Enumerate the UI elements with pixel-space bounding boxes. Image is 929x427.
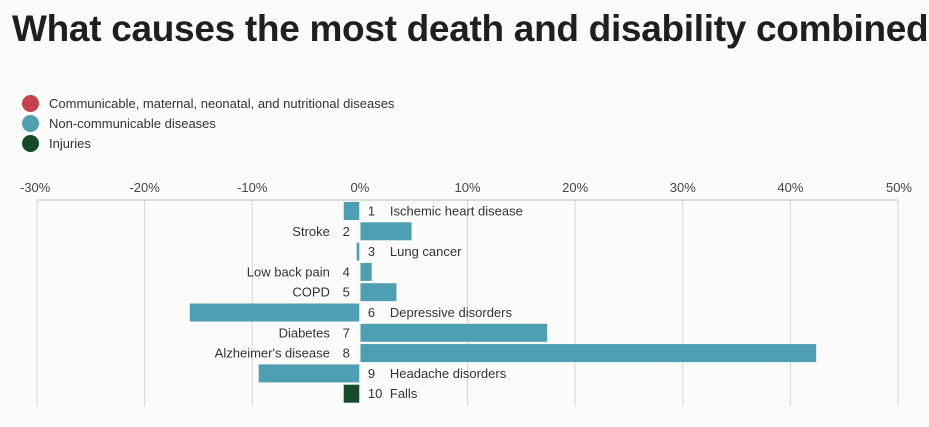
category-label: Diabetes bbox=[279, 325, 331, 340]
bar bbox=[258, 364, 360, 383]
chart-title: What causes the most death and disabilit… bbox=[12, 8, 929, 49]
legend-label-non-communicable: Non-communicable diseases bbox=[49, 115, 216, 131]
bar bbox=[359, 344, 817, 363]
rank-label: 7 bbox=[343, 325, 350, 340]
x-tick-label: -10% bbox=[237, 180, 268, 195]
legend: Communicable, maternal, neonatal, and nu… bbox=[22, 93, 394, 153]
rank-label: 1 bbox=[368, 204, 375, 219]
x-tick-label: 0% bbox=[350, 180, 369, 195]
category-label: Headache disorders bbox=[390, 366, 507, 381]
rank-label: 6 bbox=[368, 305, 375, 320]
category-label: Alzheimer's disease bbox=[215, 346, 330, 361]
bar bbox=[356, 242, 360, 261]
legend-label-communicable: Communicable, maternal, neonatal, and nu… bbox=[49, 95, 395, 111]
x-tick-label: 30% bbox=[670, 180, 696, 195]
category-label: COPD bbox=[292, 285, 330, 300]
category-label: Ischemic heart disease bbox=[390, 204, 523, 219]
bar bbox=[359, 262, 372, 281]
rank-label: 10 bbox=[368, 386, 382, 401]
x-tick-label: -20% bbox=[129, 180, 160, 195]
legend-swatch-injuries bbox=[22, 134, 39, 152]
legend-swatch-non-communicable bbox=[22, 114, 39, 132]
x-tick-label: 40% bbox=[777, 180, 803, 195]
legend-item-injuries[interactable]: Injuries bbox=[22, 133, 394, 153]
category-label: Low back pain bbox=[247, 264, 330, 279]
bar bbox=[343, 384, 360, 403]
category-label: Lung cancer bbox=[390, 244, 462, 259]
x-tick-label: 10% bbox=[454, 180, 480, 195]
legend-item-communicable[interactable]: Communicable, maternal, neonatal, and nu… bbox=[22, 93, 394, 113]
bar bbox=[343, 202, 360, 220]
x-tick-label: 50% bbox=[886, 180, 912, 195]
rank-label: 8 bbox=[343, 346, 350, 361]
bar bbox=[189, 303, 360, 322]
rank-label: 9 bbox=[368, 366, 375, 381]
bar bbox=[359, 283, 397, 302]
rank-label: 5 bbox=[343, 285, 350, 300]
category-label: Stroke bbox=[292, 224, 330, 239]
rank-label: 2 bbox=[343, 224, 350, 239]
rank-label: 3 bbox=[368, 244, 375, 259]
category-label: Falls bbox=[390, 386, 418, 401]
legend-swatch-communicable bbox=[22, 94, 39, 112]
bar bbox=[359, 323, 548, 342]
bar bbox=[359, 222, 412, 241]
rank-label: 4 bbox=[343, 264, 350, 279]
x-tick-label: -30% bbox=[20, 180, 51, 195]
category-label: Depressive disorders bbox=[390, 305, 513, 320]
legend-label-injuries: Injuries bbox=[49, 135, 91, 151]
x-tick-label: 20% bbox=[562, 180, 588, 195]
legend-item-non-communicable[interactable]: Non-communicable diseases bbox=[22, 113, 394, 133]
